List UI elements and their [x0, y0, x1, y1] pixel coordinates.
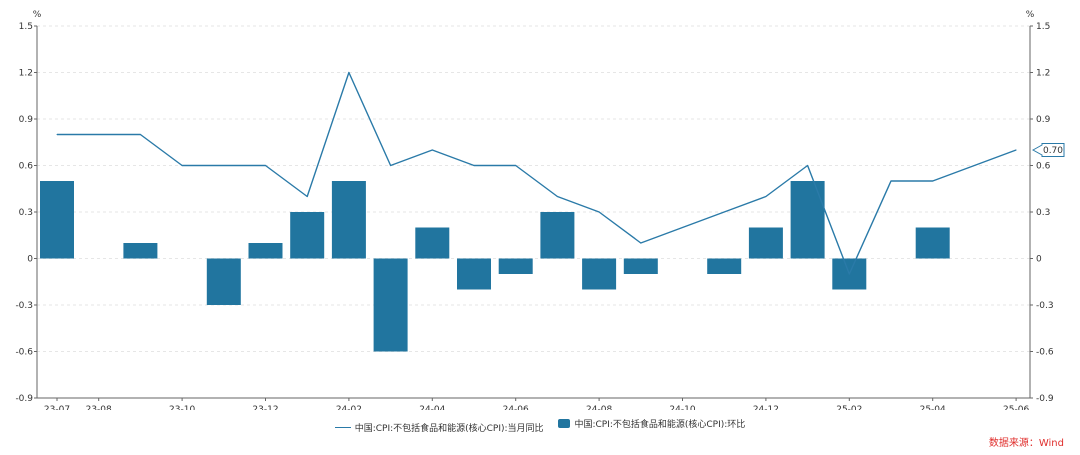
- legend-item-yoy[interactable]: 中国:CPI:不包括食品和能源(核心CPI):当月同比: [334, 421, 544, 434]
- legend-line-swatch: [334, 427, 351, 428]
- bar-mom: [582, 258, 617, 290]
- mom-bars: [40, 181, 950, 352]
- line-point-yoy: [556, 196, 558, 197]
- line-point-yoy: [932, 180, 934, 182]
- line-point-yoy: [848, 273, 850, 275]
- yoy-line: [56, 71, 1017, 275]
- y-tick-label-left: 0: [27, 255, 33, 265]
- line-point-yoy: [807, 165, 809, 166]
- data-source: 数据来源：Wind: [988, 438, 1064, 449]
- legend-bar-swatch: [558, 419, 571, 428]
- bar-mom: [540, 212, 575, 259]
- x-tick-label: 23-10: [169, 405, 195, 410]
- y-tick-label-right: 0: [1036, 255, 1042, 265]
- bar-mom: [248, 243, 283, 259]
- line-point-yoy: [473, 165, 475, 166]
- bar-mom: [206, 258, 241, 305]
- y-tick-label-left: -0.6: [15, 348, 33, 358]
- line-point-yoy: [1015, 149, 1017, 151]
- last-value-label: 0.70: [1043, 146, 1063, 156]
- bar-mom: [623, 258, 658, 274]
- core-cpi-chart: % % 1.5 1.5 1.2 1.2 0.9 0.9 0.6 0.6 0.3 0.3 0 0 -0.3…: [15, 10, 1065, 415]
- x-tick-label: 24-12: [753, 405, 779, 410]
- line-point-yoy: [390, 165, 392, 166]
- last-value-callout-box: [1031, 143, 1065, 157]
- y-tick-label-left: -0.9: [15, 394, 33, 404]
- bar-mom: [790, 181, 825, 259]
- x-tick-label: 23-08: [86, 405, 112, 410]
- line-point-yoy: [682, 227, 683, 228]
- bar-mom: [707, 258, 742, 274]
- y-tick-label-left: 0.9: [19, 115, 34, 125]
- bar-mom: [331, 181, 366, 259]
- last-value-callout: 0.70: [1031, 143, 1065, 157]
- line-point-yoy: [640, 242, 642, 244]
- x-tick-label: 23-07: [44, 405, 70, 410]
- bar-mom: [415, 227, 450, 259]
- bar-mom: [498, 258, 533, 274]
- x-tick-label: 24-06: [503, 405, 529, 410]
- legend: 中国:CPI:不包括食品和能源(核心CPI):当月同比 中国:CPI:不包括食品…: [0, 417, 1080, 434]
- line-point-yoy: [598, 211, 600, 213]
- legend-label-yoy: 中国:CPI:不包括食品和能源(核心CPI):当月同比: [354, 424, 544, 434]
- line-point-yoy: [515, 165, 517, 166]
- line-point-yoy: [56, 134, 58, 135]
- y-tick-label-right: 0.6: [1036, 162, 1051, 172]
- x-tick-label: 24-02: [336, 405, 362, 410]
- line-point-yoy: [765, 196, 767, 197]
- line-point-yoy: [98, 134, 100, 135]
- bar-mom: [748, 227, 783, 259]
- line-point-yoy: [890, 180, 892, 182]
- left-y-unit: %: [33, 10, 42, 20]
- bar-mom: [915, 227, 950, 259]
- y-tick-label-right: -0.6: [1036, 348, 1054, 358]
- y-tick-label-right: -0.9: [1036, 394, 1054, 404]
- bar-mom: [290, 212, 325, 259]
- legend-label-mom: 中国:CPI:不包括食品和能源(核心CPI):环比: [574, 420, 746, 430]
- line-point-yoy: [348, 72, 350, 73]
- line-series-yoy: [57, 71, 1017, 275]
- line-point-yoy: [431, 149, 433, 151]
- x-tick-label: 25-02: [836, 405, 862, 410]
- x-tick-label: 24-04: [419, 405, 445, 410]
- x-tick-label: 24-10: [669, 405, 695, 410]
- gridlines: [37, 25, 1030, 399]
- line-point-yoy: [181, 165, 183, 166]
- y-tick-label-left: 0.6: [19, 162, 34, 172]
- bar-mom: [40, 181, 74, 259]
- line-point-yoy: [265, 165, 266, 166]
- y-tick-label-left: 0.3: [19, 208, 33, 218]
- right-y-unit: %: [1026, 10, 1035, 20]
- legend-item-mom[interactable]: 中国:CPI:不包括食品和能源(核心CPI):环比: [558, 417, 745, 430]
- axes: % %: [33, 10, 1035, 401]
- y-tick-label-left: -0.3: [15, 301, 33, 311]
- y-tick-label-right: 1.5: [1036, 22, 1050, 32]
- x-tick-label: 24-08: [586, 405, 612, 410]
- y-tick-label-right: 0.9: [1036, 115, 1051, 125]
- bar-mom: [373, 258, 408, 352]
- bar-mom: [123, 243, 158, 259]
- line-point-yoy: [306, 196, 308, 197]
- x-tick-label: 25-06: [1003, 405, 1029, 410]
- line-point-yoy: [223, 165, 225, 166]
- bar-mom: [457, 258, 491, 290]
- line-point-yoy: [723, 211, 725, 213]
- line-point-yoy: [139, 134, 141, 135]
- x-tick-label: 25-04: [920, 405, 946, 410]
- y-tick-label-right: -0.3: [1036, 301, 1054, 311]
- y-tick-label-right: 1.2: [1036, 69, 1050, 79]
- y-tick-label-left: 1.2: [19, 69, 33, 79]
- y-tick-label-right: 0.3: [1036, 208, 1050, 218]
- x-tick-label: 23-12: [252, 405, 278, 410]
- line-point-yoy: [973, 165, 975, 166]
- y-tick-label-left: 1.5: [19, 22, 33, 32]
